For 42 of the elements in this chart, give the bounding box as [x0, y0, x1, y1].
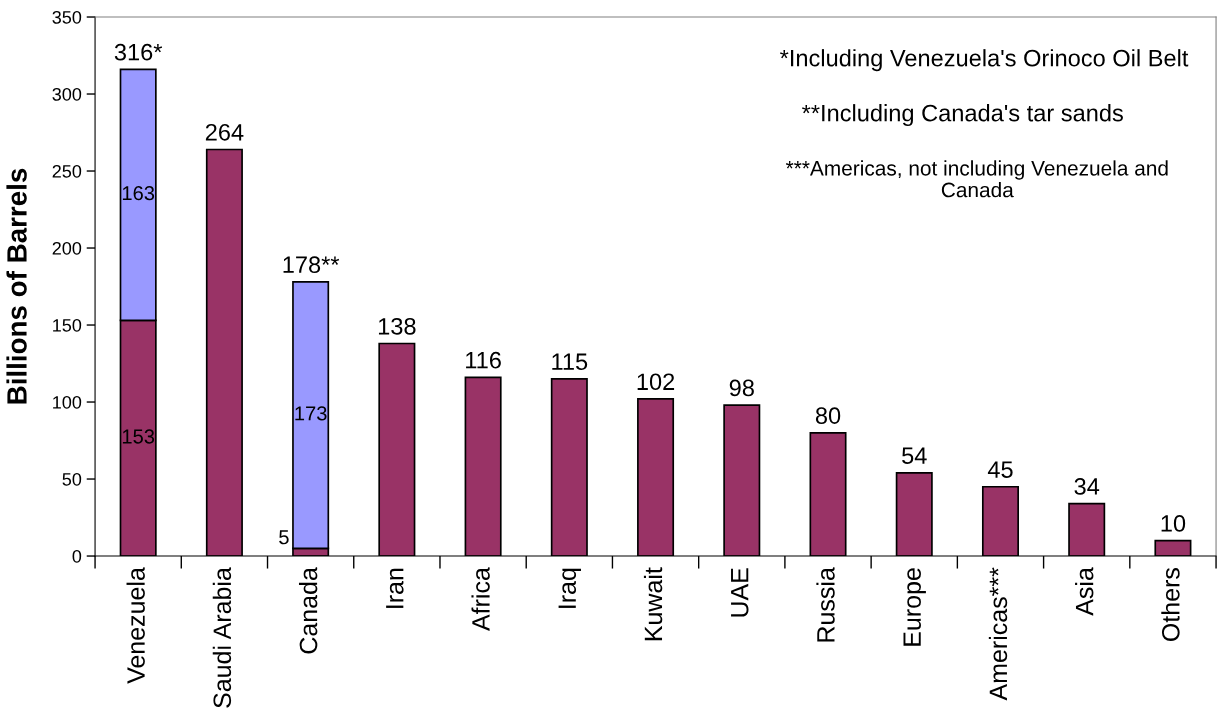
x-tick-label: Saudi Arabia	[212, 567, 232, 708]
y-tick-label: 100	[53, 395, 82, 409]
x-tick-label: Asia	[1075, 567, 1094, 616]
x-tick-label: Venezuela	[126, 567, 145, 684]
y-tick-label: 250	[52, 164, 82, 178]
total-label: 80	[815, 407, 841, 424]
y-tick-label: 50	[62, 472, 82, 486]
total-label: 45	[987, 461, 1013, 478]
y-tick-label: 350	[52, 10, 82, 24]
data-label: 5	[279, 530, 289, 545]
x-tick-label: Europe	[903, 568, 926, 646]
total-label: 54	[902, 447, 927, 465]
x-tick-label: Kuwait	[643, 567, 663, 641]
total-label: 264	[205, 123, 244, 141]
total-label: 138	[378, 317, 416, 335]
x-tick-label: Others	[1161, 568, 1180, 641]
total-label: 34	[1074, 478, 1100, 495]
annotation: **Including Canada's tar sands	[802, 104, 1123, 127]
data-label: 173	[295, 406, 327, 421]
x-tick-label: Iraq	[558, 568, 581, 608]
x-tick-label: Canada	[298, 567, 318, 654]
total-label: 10	[1161, 515, 1186, 532]
y-tick-label: 150	[53, 318, 82, 332]
total-label: 316*	[114, 43, 163, 61]
annotation: *Including Venezuela's Orinoco Oil Belt	[780, 49, 1189, 72]
annotation: ***Americas, not including Venezuela and Canada	[785, 160, 1168, 198]
total-label: 116	[466, 351, 501, 369]
y-tick-label: 0	[72, 549, 82, 563]
y-tick-label: 300	[52, 87, 82, 101]
x-tick-label: UAE	[731, 568, 749, 617]
x-tick-label: Americas***	[988, 567, 1008, 701]
x-tick-label: Russia	[816, 567, 835, 642]
data-label: 163	[122, 186, 155, 201]
total-label: 178**	[283, 256, 340, 274]
total-label: 102	[637, 373, 675, 391]
y-tick-label: 200	[52, 241, 82, 255]
x-tick-label: Africa	[471, 567, 490, 631]
total-label: 98	[729, 379, 754, 397]
total-label: 115	[552, 353, 588, 371]
data-label: 153	[122, 429, 155, 444]
x-tick-label: Iran	[386, 568, 404, 608]
y-axis-title: Billions of Barrels	[6, 168, 27, 404]
